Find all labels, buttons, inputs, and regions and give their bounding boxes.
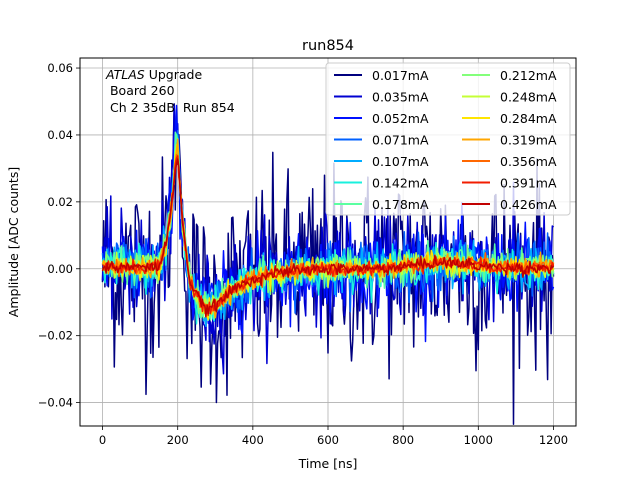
legend-label: 0.071mA [372,133,429,148]
legend-label: 0.426mA [500,197,557,212]
chart-title: run854 [302,38,354,54]
y-tick-label: 0.04 [47,128,73,142]
annotation-upgrade: Upgrade [145,67,203,82]
x-tick-label: 400 [242,433,264,447]
legend-label: 0.035mA [372,90,429,105]
series-line [101,158,555,318]
legend-box [325,62,571,216]
y-axis-label: Amplitude [ADC counts] [6,167,21,317]
x-axis-label: Time [ns] [298,456,358,471]
x-tick-label: 800 [392,433,414,447]
legend-label: 0.107mA [372,154,429,169]
legend-label: 0.391mA [500,176,557,191]
legend-label: 0.356mA [500,154,557,169]
legend-label: 0.178mA [372,197,429,212]
series-line [102,155,555,317]
y-tick-label: −0.04 [38,396,73,410]
x-tick-label: 0 [99,433,106,447]
annotation-atlas: ATLAS [105,67,145,82]
legend-label: 0.248mA [500,90,557,105]
x-tick-label: 1200 [539,433,568,447]
annotation-line-2: Board 260 [106,83,175,98]
annotation: ATLAS Upgrade Board 260 Ch 2 35dB Run 85… [105,67,235,115]
series-lines [101,103,555,426]
legend-label: 0.284mA [500,111,557,126]
x-tick-label: 600 [317,433,339,447]
y-tick-label: 0.02 [47,195,73,209]
x-tick-label: 1000 [464,433,493,447]
axis-ticks: 0 200 400 600 800 1000 1200 −0.04 −0.02 0.00 0.02 0… [38,61,568,447]
legend-label: 0.319mA [500,133,557,148]
y-tick-label: 0.00 [47,262,73,276]
y-tick-label: 0.06 [47,61,73,75]
annotation-line-3: Ch 2 35dB Run 854 [106,100,235,115]
legend-label: 0.017mA [372,68,429,83]
legend: 0.017mA 0.035mA 0.052mA 0.071mA 0.107mA 0.142… [325,62,571,216]
legend-label: 0.052mA [372,111,429,126]
x-tick-label: 200 [167,433,189,447]
annotation-line-1: ATLAS Upgrade [105,67,202,82]
legend-label: 0.212mA [500,68,557,83]
legend-label: 0.142mA [372,176,429,191]
y-tick-label: −0.02 [38,329,73,343]
